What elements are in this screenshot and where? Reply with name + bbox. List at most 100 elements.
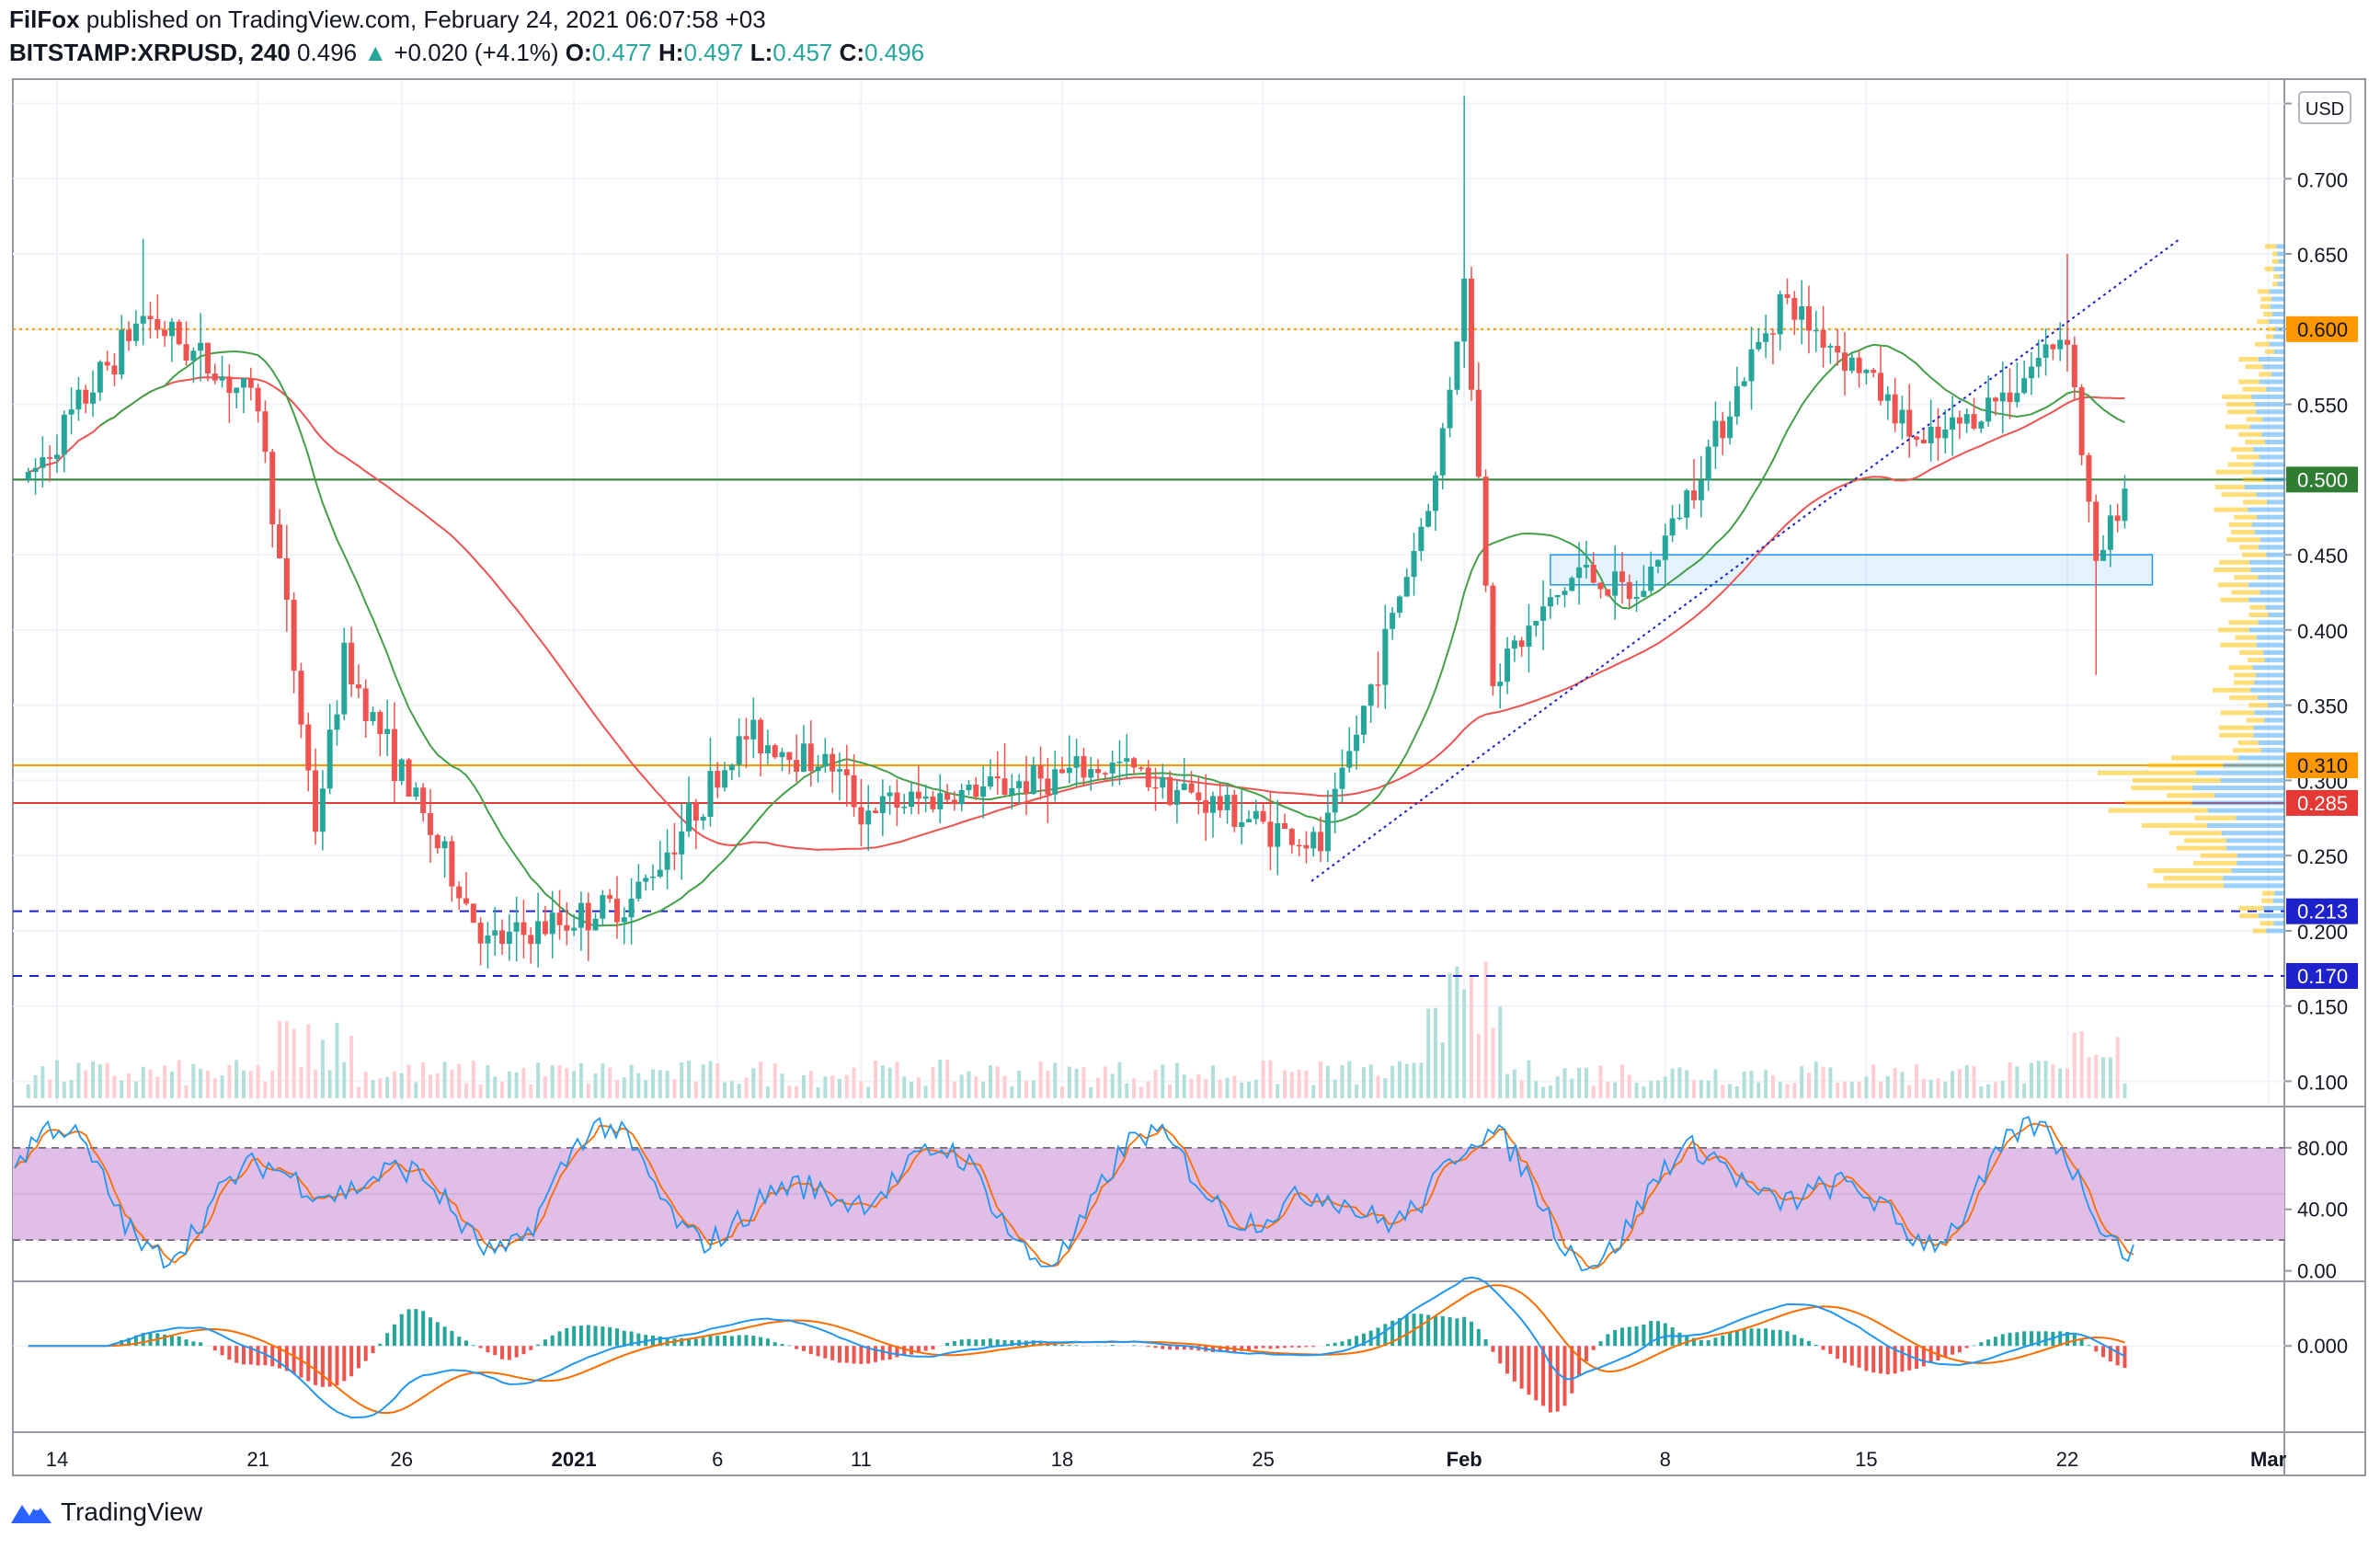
volume-bar xyxy=(543,1076,547,1098)
macd-hist-bar xyxy=(263,1346,268,1366)
macd-hist-bar xyxy=(1476,1328,1481,1347)
volume-bar xyxy=(84,1070,88,1098)
volume-bar xyxy=(880,1065,885,1098)
moving-average-green xyxy=(99,343,2125,927)
volume-profile-bar xyxy=(2227,462,2254,467)
volume-profile-bar xyxy=(2256,635,2284,640)
volume-bar xyxy=(830,1075,835,1098)
macd-hist-bar xyxy=(1806,1340,1811,1347)
volume-bar xyxy=(1885,1075,1890,1098)
macd-hist-bar xyxy=(335,1346,339,1386)
candle-body xyxy=(1288,829,1295,845)
volume-bar xyxy=(1498,1006,1503,1098)
volume-profile-bar xyxy=(2249,604,2266,610)
candle-body xyxy=(1569,578,1575,591)
macd-hist-bar xyxy=(759,1337,763,1347)
candle-body xyxy=(506,931,512,945)
macd-hist-bar xyxy=(1010,1340,1014,1347)
macd-hist-bar xyxy=(1283,1346,1287,1348)
volume-profile-bar xyxy=(2264,717,2284,723)
volume-profile-bar xyxy=(2237,740,2259,746)
volume-bar xyxy=(69,1080,74,1098)
candle-body xyxy=(692,802,699,821)
macd-hist-bar xyxy=(256,1346,260,1366)
macd-hist-bar xyxy=(306,1346,311,1382)
volume-bar xyxy=(1778,1082,1782,1098)
volume-bar xyxy=(2072,1032,2077,1098)
time-axis-label: 15 xyxy=(1855,1448,1877,1471)
volume-bar xyxy=(1936,1078,1940,1098)
macd-hist-bar xyxy=(1986,1339,1991,1347)
candle-body xyxy=(1769,333,1776,335)
volume-profile-bar xyxy=(2248,658,2265,663)
macd-hist-bar xyxy=(1053,1344,1058,1347)
macd-hist-bar xyxy=(795,1346,799,1349)
macd-hist-bar xyxy=(729,1336,734,1347)
candle-body xyxy=(313,770,319,832)
volume-bar xyxy=(1555,1076,1560,1098)
macd-hist-bar xyxy=(751,1336,756,1347)
volume-profile-bar xyxy=(2234,575,2259,580)
macd-tick-label: 0.000 xyxy=(2297,1335,2348,1358)
candle-body xyxy=(1432,475,1438,511)
volume-bar xyxy=(1053,1062,1058,1098)
volume-bar xyxy=(665,1071,669,1098)
volume-profile-bar xyxy=(2147,883,2225,889)
macd-hist-bar xyxy=(163,1334,167,1347)
volume-bar xyxy=(1355,1084,1359,1098)
macd-hist-bar xyxy=(493,1346,498,1356)
volume-bar xyxy=(1268,1060,1273,1098)
volume-bar xyxy=(306,1024,311,1098)
volume-bar xyxy=(1368,1064,1373,1098)
candle-body xyxy=(1439,428,1446,476)
macd-line xyxy=(28,1276,2125,1419)
macd-hist-bar xyxy=(227,1346,232,1360)
macd-hist-bar xyxy=(1900,1346,1905,1372)
volume-bar xyxy=(1390,1065,1395,1098)
volume-bar xyxy=(823,1076,828,1098)
candle-body xyxy=(1590,565,1596,583)
macd-hist-bar xyxy=(866,1346,871,1364)
macd-hist-bar xyxy=(514,1346,519,1358)
macd-hist-bar xyxy=(320,1346,325,1387)
candle-body xyxy=(413,787,419,797)
candle-body xyxy=(1152,786,1159,789)
candle-body xyxy=(1712,420,1719,447)
symbol-name[interactable]: BITSTAMP:XRPUSD xyxy=(9,39,237,66)
macd-hist-bar xyxy=(1663,1323,1667,1347)
candle-body xyxy=(1756,341,1762,350)
candle-body xyxy=(183,344,189,361)
volume-profile-bar xyxy=(2268,613,2284,618)
candle-body xyxy=(980,786,987,797)
macd-hist-bar xyxy=(1440,1315,1445,1347)
volume-bar xyxy=(859,1081,864,1098)
candle-body xyxy=(944,793,951,800)
volume-profile-bar xyxy=(2259,372,2271,377)
candle-body xyxy=(1935,426,1941,439)
volume-bar xyxy=(2022,1083,2027,1098)
volume-bar xyxy=(2000,1081,2005,1098)
macd-hist-bar xyxy=(1168,1346,1173,1350)
price-level-badge xyxy=(2286,752,2358,779)
volume-profile-bar xyxy=(2219,559,2249,565)
volume-profile-bar xyxy=(2230,447,2253,453)
author-name[interactable]: FilFox xyxy=(9,6,80,33)
candle-body xyxy=(600,895,606,919)
price-tick-label: 0.350 xyxy=(2297,695,2348,718)
volume-bar xyxy=(1139,1086,1143,1098)
volume-profile-bar xyxy=(2153,868,2232,874)
volume-bar xyxy=(1957,1069,1962,1098)
chart-area[interactable]: 0.7500.7000.6500.6000.5500.5000.4500.400… xyxy=(0,0,2380,1490)
volume-profile-bar xyxy=(2163,876,2224,881)
macd-hist-bar xyxy=(1519,1346,1524,1389)
macd-hist-bar xyxy=(1210,1346,1215,1353)
volume-profile-bar xyxy=(2272,898,2284,903)
candle-body xyxy=(966,785,972,791)
candle-body xyxy=(937,793,944,809)
volume-bar xyxy=(2087,1057,2091,1098)
macd-hist-bar xyxy=(830,1346,835,1360)
volume-bar xyxy=(349,1035,354,1098)
volume-profile-bar xyxy=(2228,665,2253,671)
candle-body xyxy=(1052,769,1058,795)
tradingview-brand[interactable]: TradingView xyxy=(61,1497,203,1526)
